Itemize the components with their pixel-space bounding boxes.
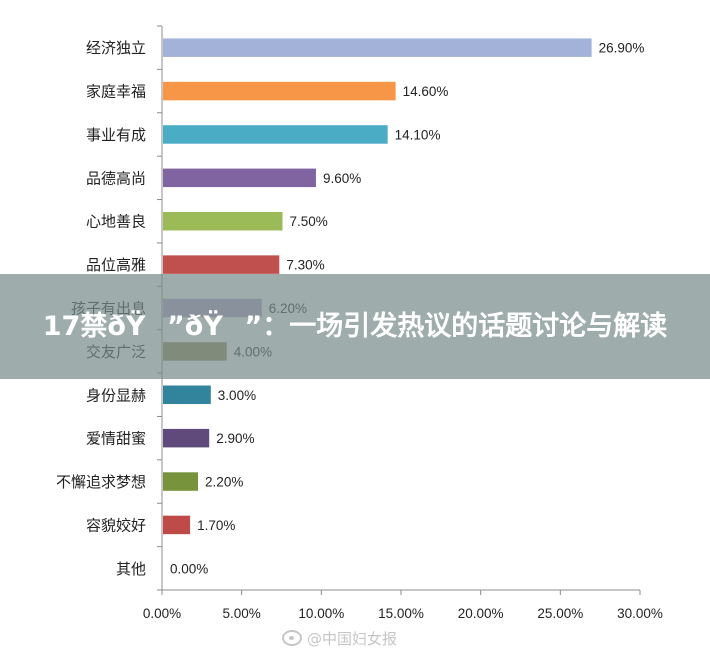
value-label: 1.70% — [197, 518, 235, 533]
value-label: 7.30% — [286, 258, 324, 273]
value-label: 3.00% — [218, 388, 256, 403]
bar — [163, 81, 396, 101]
value-label: 7.50% — [290, 214, 328, 229]
category-label: 爱情甜蜜 — [86, 430, 146, 448]
x-tick-label: 25.00% — [537, 606, 583, 621]
category-label: 身份显赫 — [86, 386, 146, 404]
x-tick-label: 30.00% — [617, 606, 663, 621]
bar — [163, 428, 210, 448]
x-tick-label: 20.00% — [458, 606, 504, 621]
category-label: 家庭幸福 — [86, 83, 146, 101]
bar — [163, 255, 280, 274]
category-label: 容貌姣好 — [86, 516, 146, 534]
category-label: 其他 — [116, 560, 146, 578]
category-label: 品德高尚 — [86, 169, 146, 187]
x-tick-label: 5.00% — [223, 606, 261, 621]
value-label: 2.20% — [205, 475, 243, 490]
watermark: @中国妇女报 — [282, 627, 397, 649]
bar — [163, 472, 199, 491]
x-tick-label: 10.00% — [298, 606, 344, 621]
weibo-icon — [282, 630, 302, 646]
value-label: 2.90% — [216, 431, 254, 446]
bar — [163, 125, 388, 144]
category-label: 心地善良 — [86, 213, 146, 231]
value-label: 26.90% — [599, 41, 645, 56]
value-label: 0.00% — [170, 561, 208, 576]
category-label: 不懈追求梦想 — [56, 473, 146, 491]
category-label: 经济独立 — [86, 39, 146, 57]
value-label: 14.60% — [403, 84, 449, 99]
value-label: 9.60% — [323, 171, 361, 186]
overlay-banner: 17禁ðŸ”ðŸ”：一场引发热议的话题讨论与解读 — [0, 274, 710, 379]
x-tick-label: 0.00% — [143, 606, 181, 621]
watermark-text: @中国妇女报 — [307, 629, 398, 648]
bar — [163, 38, 592, 57]
category-label: 品位高雅 — [86, 256, 146, 274]
bar — [163, 385, 211, 405]
x-tick-label: 15.00% — [378, 606, 424, 621]
bar — [163, 211, 283, 231]
bar — [163, 515, 191, 535]
overlay-title: 17禁ðŸ”ðŸ”：一场引发热议的话题讨论与解读 — [42, 310, 668, 342]
value-label: 14.10% — [395, 127, 441, 142]
category-label: 事业有成 — [86, 126, 146, 144]
bar — [163, 168, 316, 188]
